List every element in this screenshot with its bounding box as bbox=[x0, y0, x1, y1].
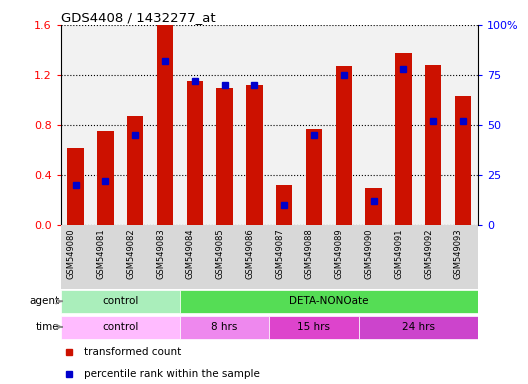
Bar bbox=[157, 25, 173, 225]
Text: GSM549085: GSM549085 bbox=[215, 228, 224, 279]
Bar bbox=[455, 96, 471, 225]
Bar bbox=[97, 131, 114, 225]
Text: GSM549093: GSM549093 bbox=[454, 228, 463, 279]
Text: GSM549082: GSM549082 bbox=[126, 228, 135, 279]
Bar bbox=[246, 85, 262, 225]
Bar bbox=[186, 81, 203, 225]
Bar bbox=[365, 188, 382, 225]
Bar bbox=[68, 148, 84, 225]
Text: GSM549083: GSM549083 bbox=[156, 228, 165, 279]
Bar bbox=[269, 316, 359, 339]
Bar bbox=[395, 53, 411, 225]
Text: GSM549089: GSM549089 bbox=[335, 228, 344, 279]
Text: percentile rank within the sample: percentile rank within the sample bbox=[83, 369, 260, 379]
Bar bbox=[127, 116, 144, 225]
Text: transformed count: transformed count bbox=[83, 347, 181, 357]
Text: GSM549092: GSM549092 bbox=[424, 228, 433, 279]
Text: GSM549087: GSM549087 bbox=[275, 228, 284, 279]
Bar bbox=[359, 316, 478, 339]
Bar bbox=[216, 88, 233, 225]
Bar bbox=[61, 290, 180, 313]
Text: GSM549084: GSM549084 bbox=[186, 228, 195, 279]
Text: agent: agent bbox=[29, 296, 59, 306]
Bar bbox=[336, 66, 352, 225]
Text: 24 hrs: 24 hrs bbox=[402, 322, 435, 332]
Text: GSM549080: GSM549080 bbox=[67, 228, 76, 279]
Text: GSM549081: GSM549081 bbox=[97, 228, 106, 279]
Text: GDS4408 / 1432277_at: GDS4408 / 1432277_at bbox=[61, 11, 215, 24]
Text: GSM549088: GSM549088 bbox=[305, 228, 314, 279]
Text: 15 hrs: 15 hrs bbox=[297, 322, 331, 332]
Bar bbox=[180, 290, 478, 313]
Text: control: control bbox=[102, 296, 138, 306]
Bar bbox=[306, 129, 322, 225]
Bar bbox=[276, 185, 293, 225]
Bar bbox=[61, 316, 180, 339]
Text: GSM549086: GSM549086 bbox=[246, 228, 254, 279]
Text: control: control bbox=[102, 322, 138, 332]
Text: 8 hrs: 8 hrs bbox=[211, 322, 238, 332]
Text: DETA-NONOate: DETA-NONOate bbox=[289, 296, 369, 306]
Text: time: time bbox=[35, 322, 59, 332]
Bar bbox=[425, 65, 441, 225]
Bar bbox=[180, 316, 269, 339]
Text: GSM549090: GSM549090 bbox=[364, 228, 374, 279]
Text: GSM549091: GSM549091 bbox=[394, 228, 403, 279]
